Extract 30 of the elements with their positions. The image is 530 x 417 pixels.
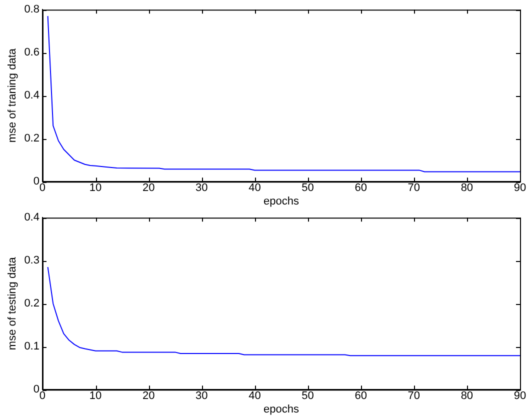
y-axis-title: mse of traning data [6,48,19,143]
x-tick-label: 20 [142,390,155,402]
x-axis-title: epochs [264,195,300,208]
y-tick-label: 0.8 [24,4,40,16]
x-tick-label: 60 [354,390,367,402]
x-tick-label: 40 [248,182,261,194]
x-tick-label: 70 [408,390,420,402]
x-tick-label: 80 [460,182,474,194]
x-tick-label: 30 [196,390,208,402]
x-tick-label: 90 [514,390,526,402]
y-tick-label: 0.2 [24,298,40,310]
y-tick-label: 0.3 [24,254,40,267]
y-tick-label: 0.4 [24,90,40,102]
x-tick-label: 30 [196,182,208,194]
y-axis-title: mse of testing data [6,256,19,350]
y-tick-label: 0.6 [24,46,40,59]
x-tick-label: 20 [142,182,155,194]
x-tick-label: 10 [89,390,102,402]
x-axis-title: epochs [264,403,300,416]
x-tick-label: 80 [460,390,474,402]
y-tick-label: 0.4 [24,212,40,224]
x-tick-label: 70 [408,182,420,194]
x-tick-label: 40 [248,390,261,402]
x-tick-label: 10 [89,182,102,194]
y-tick-label: 0.2 [24,132,40,145]
x-tick-label: 50 [302,390,314,402]
x-tick-label: 90 [514,182,526,194]
x-tick-label: 60 [354,182,367,194]
y-tick-label: 0.1 [24,340,40,353]
x-tick-label: 50 [302,182,314,194]
